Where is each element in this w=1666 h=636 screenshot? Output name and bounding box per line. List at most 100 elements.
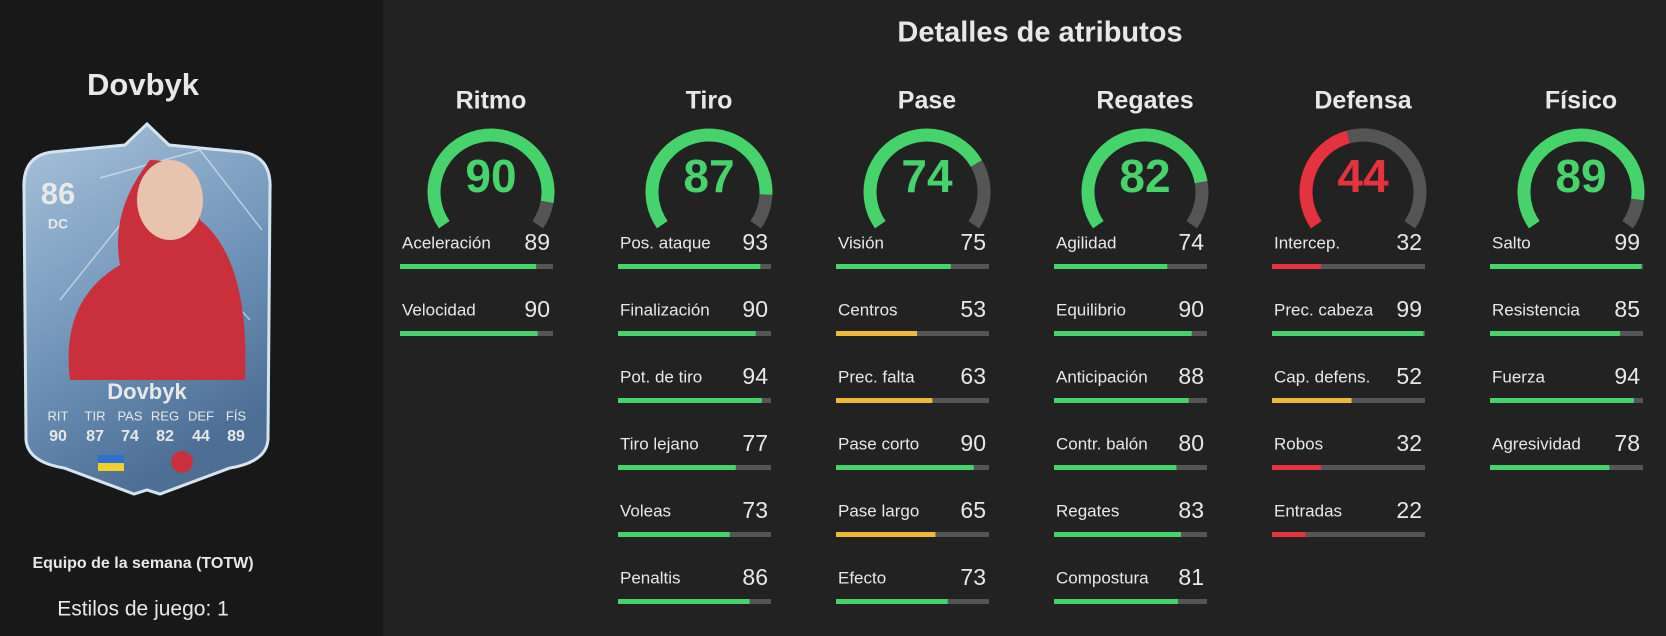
attribute-name: Tiro lejano	[620, 434, 699, 453]
attribute-value: 77	[742, 430, 768, 456]
attribute-name: Aceleración	[402, 233, 491, 252]
player-photo	[68, 160, 246, 380]
attribute-name: Penaltis	[620, 568, 680, 587]
player-name: Dovbyk	[87, 67, 200, 102]
attribute-bar	[1054, 398, 1189, 403]
category-value: 74	[901, 150, 953, 202]
attribute-value: 75	[960, 229, 986, 255]
attribute-name: Regates	[1056, 501, 1119, 520]
attribute-bar	[1272, 398, 1352, 403]
details-title: Detalles de atributos	[897, 17, 1182, 49]
attribute-value: 74	[1178, 229, 1204, 255]
gauge-fill	[1081, 128, 1208, 229]
attribute-bar-track	[1272, 465, 1425, 470]
player-face	[137, 160, 203, 240]
attribute-name: Agilidad	[1056, 233, 1117, 252]
attribute-value: 80	[1178, 430, 1204, 456]
card-stat-value: 89	[227, 428, 245, 445]
attribute-value: 65	[960, 497, 986, 523]
category-name: Físico	[1545, 87, 1617, 115]
attribute-value: 73	[960, 564, 986, 590]
attribute-bar	[1490, 331, 1621, 336]
attribute-value: 85	[1614, 296, 1640, 322]
attribute-bar	[836, 532, 936, 537]
attribute-bar	[1272, 264, 1321, 269]
attribute-value: 73	[742, 497, 768, 523]
attribute-name: Equilibrio	[1056, 300, 1126, 319]
gauge-track	[750, 193, 773, 229]
card-stat-value: 90	[49, 428, 67, 445]
card-stat-value: 44	[192, 428, 210, 445]
attribute-bar	[836, 331, 918, 336]
attribute-bar	[1272, 465, 1321, 470]
attribute-name: Velocidad	[402, 300, 476, 319]
attribute-value: 63	[960, 363, 986, 389]
attribute-name: Salto	[1492, 233, 1531, 252]
attribute-bar	[1272, 331, 1424, 336]
attribute-bar	[618, 331, 756, 336]
category-value: 82	[1119, 150, 1170, 202]
category-value: 89	[1555, 150, 1606, 202]
attribute-bar	[400, 264, 537, 269]
attribute-bar	[836, 599, 948, 604]
attribute-value: 52	[1396, 363, 1422, 389]
playstyles: Estilos de juego: 1	[57, 598, 229, 621]
attribute-name: Fuerza	[1492, 367, 1545, 386]
gauge-fill	[1517, 128, 1645, 229]
attribute-bar	[1054, 599, 1178, 604]
attribute-value: 99	[1614, 229, 1640, 255]
card-position: DC	[48, 216, 68, 232]
attribute-bar	[836, 465, 974, 470]
category-value: 87	[683, 150, 734, 202]
attribute-name: Prec. falta	[838, 367, 915, 386]
attribute-bar	[1054, 264, 1168, 269]
card-stat-value: 87	[86, 428, 104, 445]
attribute-name: Voleas	[620, 501, 671, 520]
attribute-bar	[1490, 465, 1610, 470]
card-stat-label: REG	[151, 408, 179, 423]
attribute-value: 86	[742, 564, 768, 590]
gauge-track	[968, 160, 991, 229]
attribute-value: 81	[1178, 564, 1204, 590]
attribute-bar	[1272, 532, 1306, 537]
attribute-name: Agresividad	[1492, 434, 1581, 453]
attribute-bar	[1054, 331, 1192, 336]
attribute-name: Contr. balón	[1056, 434, 1148, 453]
card-stat-label: DEF	[188, 408, 214, 423]
attribute-value: 90	[960, 430, 986, 456]
category-name: Ritmo	[456, 87, 527, 115]
attribute-bar	[1054, 465, 1177, 470]
attribute-name: Robos	[1274, 434, 1323, 453]
category-name: Tiro	[686, 87, 733, 115]
attribute-name: Pase corto	[838, 434, 919, 453]
attribute-value: 88	[1178, 363, 1204, 389]
gauge-fill	[1299, 130, 1351, 229]
category-value: 90	[465, 150, 516, 202]
gauge-fill	[645, 128, 773, 229]
attribute-bar	[618, 599, 750, 604]
attribute-value: 83	[1178, 497, 1204, 523]
attribute-name: Pos. ataque	[620, 233, 711, 252]
category-name: Pase	[898, 87, 956, 115]
attribute-bar	[618, 465, 736, 470]
attribute-name: Cap. defens.	[1274, 367, 1370, 386]
category-name: Regates	[1096, 87, 1193, 115]
attribute-value: 78	[1614, 430, 1640, 456]
attribute-value: 90	[1178, 296, 1204, 322]
team-label: Equipo de la semana (TOTW)	[32, 555, 253, 572]
attribute-name: Prec. cabeza	[1274, 300, 1374, 319]
attribute-name: Visión	[838, 233, 884, 252]
attribute-bar	[400, 331, 538, 336]
attribute-name: Resistencia	[1492, 300, 1580, 319]
attribute-bar	[618, 264, 761, 269]
attribute-name: Compostura	[1056, 568, 1149, 587]
attribute-value: 90	[742, 296, 768, 322]
card-stat-value: 82	[156, 428, 174, 445]
attribute-bar-track	[1272, 264, 1425, 269]
gauge-fill	[427, 128, 555, 229]
card-stat-label: RIT	[48, 408, 69, 423]
attribute-value: 93	[742, 229, 768, 255]
card-rating: 86	[41, 176, 75, 211]
